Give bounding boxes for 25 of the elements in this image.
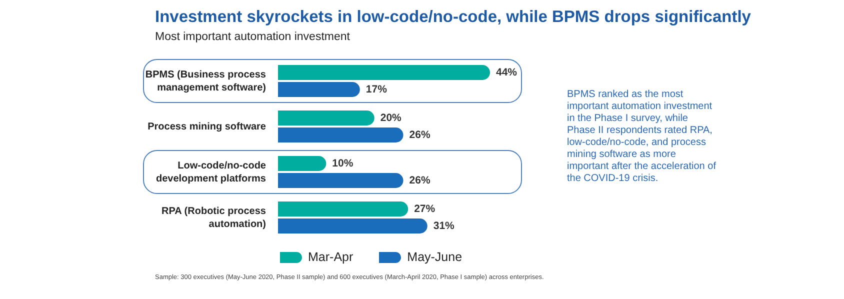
text: BPMS ranked as the most important automation investment in the Phase I survey, while Phase II respondents rated RPA, low-code/no-code, and process mining software as more important after the acceleration of the COVID-19 crisis. — [567, 89, 717, 185]
y-tick-label: Low-code/no-code development platforms — [156, 160, 266, 184]
data-label: 31% — [433, 220, 456, 232]
bar — [278, 202, 408, 216]
data-label: 26% — [409, 129, 431, 141]
bar — [278, 65, 490, 80]
chart-title: Investment skyrockets in low-code/no-code, while BPMS drops significantly — [155, 8, 751, 27]
data-label: 26% — [409, 174, 431, 186]
y-tick-label: RPA (Robotic process automation) — [162, 205, 266, 230]
legend-label: May-June — [407, 250, 462, 264]
bar — [278, 110, 374, 126]
bar — [278, 82, 360, 97]
bar — [278, 156, 326, 171]
chart-subtitle: Most important automation investment — [155, 31, 350, 43]
data-label: 10% — [332, 158, 354, 170]
y-tick-label: BPMS (Business process management software) — [145, 68, 266, 93]
data-label: 17% — [366, 84, 388, 96]
bar — [278, 173, 404, 188]
y-tick-label: Process mining software — [148, 120, 266, 132]
data-label: 20% — [380, 112, 402, 124]
data-label: 44% — [496, 66, 518, 78]
bar — [278, 128, 404, 142]
legend-label: Mar-Apr — [308, 250, 354, 264]
bar — [278, 218, 428, 234]
data-label: 27% — [414, 203, 436, 215]
